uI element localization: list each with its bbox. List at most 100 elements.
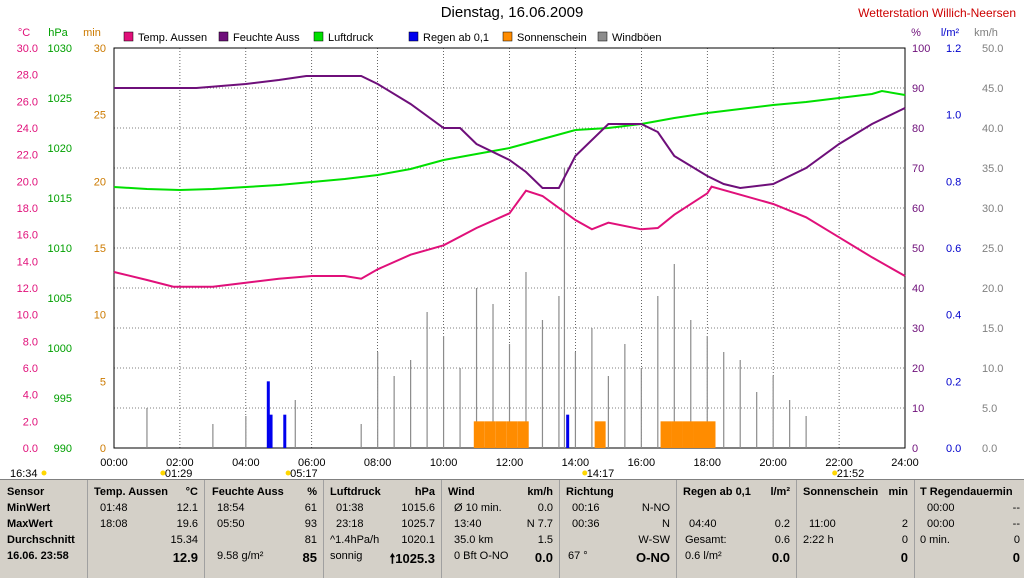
- legend-swatch: [597, 31, 608, 42]
- humidity-abs: 9.58 g/m²: [217, 550, 264, 562]
- station-name: Wetterstation Willich-Neersen: [858, 6, 1016, 20]
- direction-degrees: 67 °: [568, 550, 588, 562]
- rain-tick-label: 1.0: [946, 110, 961, 122]
- humidity-unit-label: %: [911, 27, 921, 39]
- wind-tick-label: 5.0: [982, 403, 997, 415]
- direction-value-3: W-SW: [638, 534, 670, 546]
- rain-total-label: Gesamt:: [685, 534, 727, 546]
- sunshine-bar: [704, 421, 716, 448]
- wind-run: 35.0 km: [454, 534, 494, 546]
- humidity-tick-label: 80: [912, 123, 924, 135]
- wind-column: Wind km/h Ø 10 min. 0.0 13:40 N 7.7 35.0 km…: [442, 480, 560, 578]
- sensor-column: Sensor MinWert MaxWert Durchschnitt 16.0…: [0, 480, 88, 578]
- event-time-label: 01:29: [165, 468, 193, 479]
- rain-unit: l/m²: [770, 486, 790, 498]
- pressure-current-wrap: 🠕1025.3: [390, 550, 435, 572]
- wind-tick-label: 45.0: [982, 83, 1003, 95]
- event-marker: [285, 470, 291, 476]
- x-tick-label: 10:00: [430, 457, 458, 469]
- event-marker: [160, 470, 166, 476]
- temp-column: Temp. Aussen °C 01:48 12.1 18:08 19.6 15.34…: [88, 480, 205, 578]
- temp-min-time: 01:48: [100, 502, 128, 514]
- pressure-min-time: 01:38: [336, 502, 364, 514]
- sunshine-bar: [473, 421, 485, 448]
- temp-tick-label: 10.0: [17, 310, 38, 322]
- raindur-current: 0: [1012, 550, 1020, 565]
- rain-tick-label: 0.4: [946, 310, 961, 322]
- raindur-header: T Regendauer: [920, 486, 994, 498]
- humidity-tick-label: 40: [912, 283, 924, 295]
- rain-bar: [269, 414, 273, 448]
- sun-header: Sonnenschein: [803, 486, 879, 498]
- sunshine-tick-label: 30: [94, 43, 106, 55]
- legend-label: Sonnenschein: [517, 32, 587, 44]
- rain-tick-label: 0.2: [946, 376, 961, 388]
- rain-tick-label: 0.8: [946, 176, 961, 188]
- temp-max-value: 19.6: [176, 518, 198, 530]
- sunshine-bar: [693, 421, 705, 448]
- pressure-trend: ^1.4hPa/h: [330, 534, 380, 546]
- direction-time-2: 00:36: [572, 518, 600, 530]
- direction-header: Richtung: [566, 486, 614, 498]
- temp-tick-label: 20.0: [17, 176, 38, 188]
- rain-tick-label: 1.2: [946, 43, 961, 55]
- event-time-label: 14:17: [587, 468, 615, 479]
- temp-min-value: 12.1: [176, 502, 198, 514]
- wind-tick-label: 35.0: [982, 163, 1003, 175]
- temp-tick-label: 22.0: [17, 150, 38, 162]
- rain-tick-label: 0.6: [946, 243, 961, 255]
- humidity-current: 85: [302, 550, 317, 565]
- humidity-tick-label: 30: [912, 323, 924, 335]
- rain-header: Regen ab 0,1: [683, 486, 751, 498]
- pressure-tick-label: 1015: [48, 193, 72, 205]
- direction-value-2: N: [662, 518, 670, 530]
- temp-unit-label: °C: [18, 27, 30, 39]
- temp-tick-label: 16.0: [17, 230, 38, 242]
- pressure-unit-label: hPa: [48, 27, 68, 39]
- pressure-line: [113, 89, 906, 192]
- pressure-forecast: sonnig: [330, 550, 363, 562]
- rain-bar: [566, 414, 570, 448]
- wind-unit-label: km/h: [974, 27, 998, 39]
- event-marker: [832, 470, 838, 476]
- pressure-tick-label: 1005: [48, 293, 72, 305]
- sun-column: Sonnenschein min 11:00 2 2:22 h 0 0: [797, 480, 915, 578]
- legend-label: Regen ab 0,1: [423, 32, 489, 44]
- x-tick-label: 14:00: [562, 457, 590, 469]
- x-tick-label: 16:00: [628, 457, 656, 469]
- temp-unit: °C: [185, 486, 198, 498]
- wind-unit: km/h: [527, 486, 553, 498]
- pressure-tick-label: 1010: [48, 243, 72, 255]
- humidity-tick-label: 90: [912, 83, 924, 95]
- direction-column: Richtung 00:16 N-NO 00:36 N W-SW 67 ° O-NO: [560, 480, 677, 578]
- sun-max-time: 11:00: [809, 518, 836, 530]
- legend-label: Windböen: [612, 32, 662, 44]
- temp-tick-label: 28.0: [17, 70, 38, 82]
- raindur-unit: min: [993, 486, 1013, 498]
- wind-tick-label: 15.0: [982, 323, 1003, 335]
- legend-swatch: [408, 31, 419, 42]
- x-tick-label: 12:00: [496, 457, 524, 469]
- x-tick-label: 00:00: [100, 457, 128, 469]
- wind-beaufort: 0 Bft O-NO: [454, 550, 509, 562]
- wind-tick-label: 10.0: [982, 363, 1003, 375]
- humidity-tick-label: 70: [912, 163, 924, 175]
- sunshine-bar: [495, 421, 507, 448]
- temp-tick-label: 2.0: [23, 416, 38, 428]
- humidity-max-time: 05:50: [217, 518, 245, 530]
- humidity-tick-label: 0: [912, 443, 918, 455]
- raindur-time-1: 00:00: [927, 502, 955, 514]
- pressure-max-value: 1025.7: [401, 518, 435, 530]
- wind-tick-label: 40.0: [982, 123, 1003, 135]
- event-marker: [582, 470, 588, 476]
- rain-sum: 0.6 l/m²: [685, 550, 722, 562]
- legend-swatch: [218, 31, 229, 42]
- temp-tick-label: 30.0: [17, 43, 38, 55]
- humidity-tick-label: 10: [912, 403, 924, 415]
- rain-bar: [266, 381, 270, 448]
- temp-tick-label: 14.0: [17, 256, 38, 268]
- x-tick-label: 18:00: [693, 457, 721, 469]
- x-tick-label: 24:00: [891, 457, 919, 469]
- legend-label: Temp. Aussen: [138, 32, 207, 44]
- sunshine-bar: [594, 421, 606, 448]
